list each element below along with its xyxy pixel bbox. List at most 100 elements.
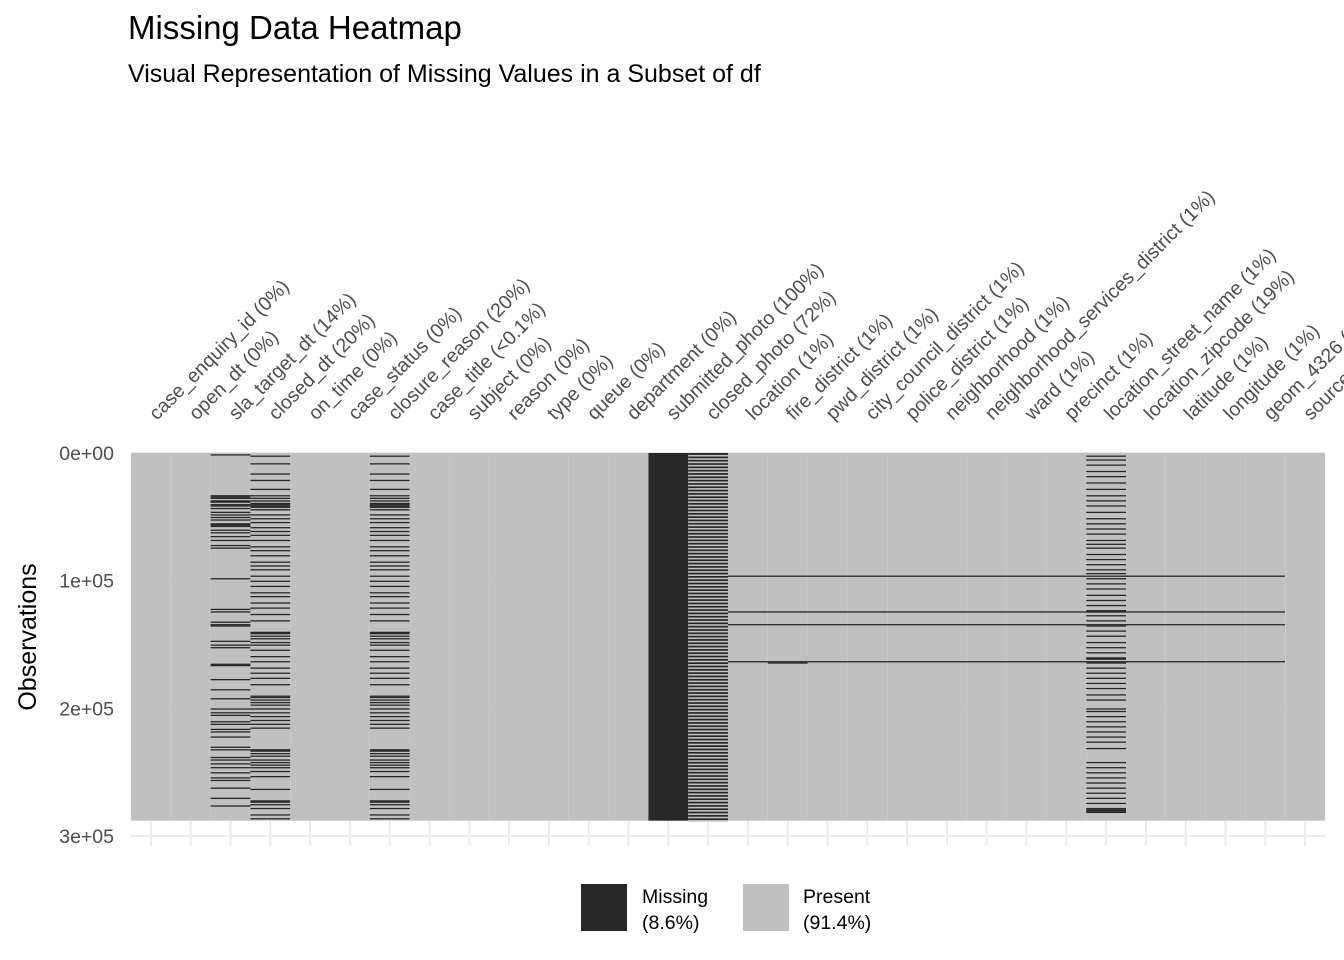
- missing-stripe-closure_reason: [369, 592, 410, 594]
- missing-stripe-sla_target_dt: [210, 516, 251, 519]
- missing-stripe-location_street_name: [1086, 610, 1126, 612]
- missing-stripe-longitude: [1205, 575, 1246, 577]
- closed-photo-present-stripe: [688, 514, 728, 517]
- missing-stripe-pwd_district: [807, 661, 848, 663]
- missing-stripe-fire_district: [767, 611, 808, 613]
- closed-photo-present-stripe: [688, 494, 728, 497]
- missing-stripe-sla_target_dt: [210, 736, 251, 738]
- missing-stripe-location_street_name: [1086, 470, 1126, 473]
- closed-photo-present-stripe: [688, 806, 728, 809]
- missing-stripe-location_street_name: [1086, 488, 1126, 491]
- closed-photo-present-stripe: [688, 591, 728, 593]
- missing-stripe-police_district: [887, 624, 927, 626]
- missing-stripe-closed_dt: [250, 613, 291, 616]
- column-cell-location_zipcode: [1126, 453, 1166, 821]
- missing-stripe-closure_reason: [369, 712, 410, 714]
- missing-stripe-location_street_name: [1086, 658, 1126, 660]
- missing-stripe-ward: [1006, 575, 1047, 577]
- missing-stripe-closed_dt: [250, 620, 291, 622]
- missing-stripe-location_street_name: [1086, 667, 1126, 669]
- missing-stripe-latitude: [1165, 611, 1206, 613]
- missing-stripe-closure_reason: [369, 759, 410, 761]
- missing-stripe-location_street_name: [1086, 708, 1126, 710]
- missing-stripe-closure_reason: [369, 661, 410, 663]
- column-cell-type: [529, 453, 569, 821]
- y-axis-label: Observations: [14, 563, 42, 710]
- closed-photo-present-stripe: [688, 471, 728, 474]
- missing-stripe-closure_reason: [369, 649, 410, 651]
- missing-stripe-closure_reason: [369, 667, 410, 669]
- missing-stripe-longitude: [1205, 611, 1246, 613]
- column-cell-latitude: [1165, 453, 1206, 821]
- missing-stripe-closed_dt: [250, 749, 291, 751]
- closed-photo-present-stripe: [688, 743, 728, 746]
- chart-subtitle: Visual Representation of Missing Values …: [128, 60, 761, 88]
- missing-stripe-precinct: [1046, 575, 1087, 577]
- missing-stripe-sla_target_dt: [210, 495, 251, 497]
- missing-stripe-sla_target_dt: [210, 723, 251, 725]
- closed-photo-present-stripe: [688, 816, 728, 819]
- missing-stripe-location_street_name: [1086, 459, 1126, 461]
- closed-photo-present-stripe: [688, 727, 728, 729]
- missing-stripe-closed_dt: [250, 701, 291, 704]
- missing-stripe-closure_reason: [369, 727, 410, 729]
- closed-photo-present-stripe: [688, 700, 728, 703]
- missing-stripe-location_street_name: [1086, 731, 1126, 733]
- missing-stripe-sla_target_dt: [210, 539, 251, 542]
- closed-photo-present-stripe: [688, 454, 728, 457]
- missing-stripe-closure_reason: [369, 749, 410, 751]
- closed-photo-present-stripe: [688, 581, 728, 583]
- missing-stripe-location_street_name: [1086, 533, 1126, 535]
- missing-stripe-closure_reason: [369, 638, 410, 640]
- missing-stripe-closure_reason: [369, 655, 410, 658]
- missing-stripe-closed_dt: [250, 753, 291, 755]
- missing-stripe-closure_reason: [369, 607, 410, 609]
- closed-photo-present-stripe: [688, 614, 728, 616]
- closed-photo-present-stripe: [688, 650, 728, 653]
- column-cell-queue: [568, 453, 609, 821]
- missing-stripe-sla_target_dt: [210, 497, 251, 499]
- missing-stripe-location_street_name: [1086, 594, 1126, 597]
- missing-stripe-closed_dt: [250, 684, 291, 686]
- closed-photo-present-stripe: [688, 620, 728, 623]
- missing-stripe-closure_reason: [369, 719, 410, 722]
- closed-photo-present-stripe: [688, 740, 728, 742]
- missing-stripe-closed_dt: [250, 580, 291, 582]
- closed-photo-present-stripe: [688, 717, 728, 719]
- missing-stripe-sla_target_dt: [210, 712, 251, 714]
- column-cell-pwd_district: [807, 453, 848, 821]
- missing-stripe-location_street_name: [1086, 624, 1126, 626]
- column-cell-neighborhood_services_district: [966, 453, 1007, 821]
- missing-stripe-location: [728, 624, 768, 626]
- legend: Missing (8.6%) Present (91.4%): [581, 884, 871, 934]
- missing-stripe-sla_target_dt: [210, 644, 251, 646]
- missing-stripe-sla_target_dt: [210, 535, 251, 538]
- missing-stripe-closure_reason: [369, 695, 410, 697]
- missing-stripe-closed_dt: [250, 504, 291, 506]
- missing-stripe-location_street_name: [1086, 741, 1126, 743]
- missing-stripe-closed_dt: [250, 633, 291, 635]
- missing-stripe-sla_target_dt: [210, 779, 251, 782]
- closed-photo-present-stripe: [688, 527, 728, 530]
- missing-stripe-latitude: [1165, 624, 1206, 626]
- missing-stripe-closure_reason: [369, 704, 410, 706]
- closed-photo-present-stripe: [688, 720, 728, 723]
- missing-stripe-closure_reason: [369, 550, 410, 552]
- closed-photo-present-stripe: [688, 554, 728, 557]
- column-cell-subject: [449, 453, 490, 821]
- missing-stripe-sla_target_dt: [210, 621, 251, 623]
- missing-stripe-closed_dt: [250, 521, 291, 524]
- closed-photo-present-stripe: [688, 561, 728, 563]
- missing-stripe-closure_reason: [369, 500, 410, 502]
- missing-stripe-sla_target_dt: [210, 523, 251, 525]
- column-cell-case_status: [330, 453, 370, 821]
- missing-stripe-closure_reason: [369, 565, 410, 567]
- closed-photo-present-stripe: [688, 683, 728, 686]
- column-cell-geom_4326: [1245, 453, 1286, 821]
- missing-stripe-closed_dt: [250, 539, 291, 542]
- column-cell-submitted_photo: [648, 453, 689, 821]
- closed-photo-present-stripe: [688, 564, 728, 567]
- missing-stripe-location_street_name: [1086, 736, 1126, 738]
- missing-stripe-closure_reason: [369, 764, 410, 766]
- closed-photo-present-stripe: [688, 537, 728, 540]
